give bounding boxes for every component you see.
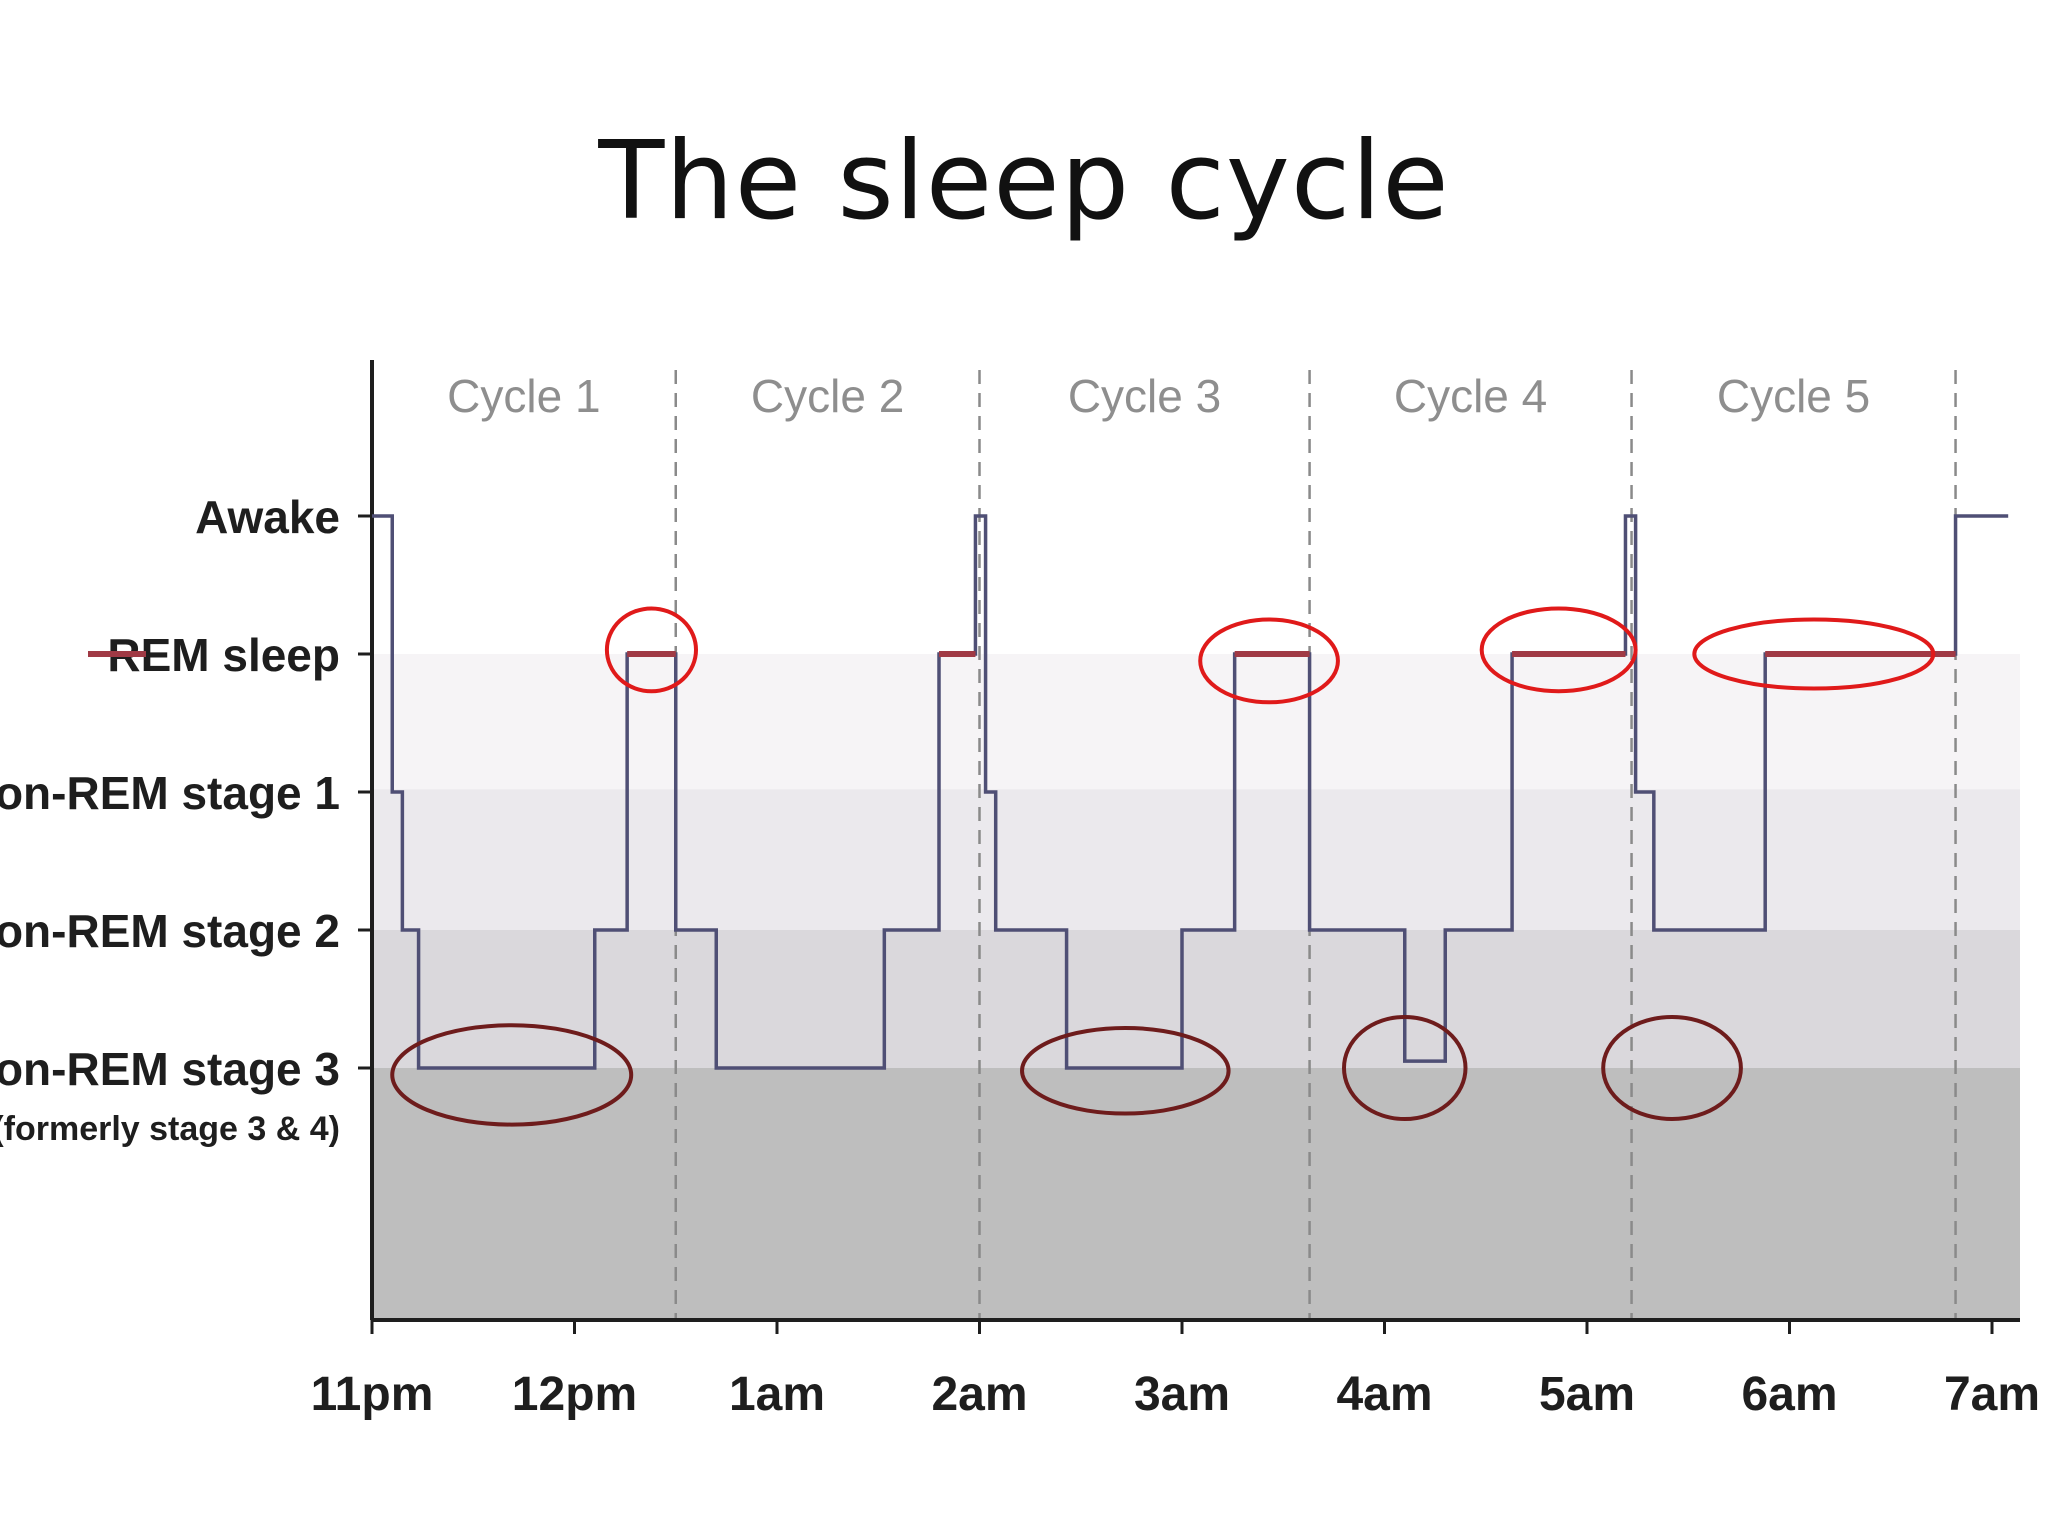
axes xyxy=(370,360,2020,1322)
x-tick-label: 3am xyxy=(1134,1368,1230,1421)
annotation-ellipse xyxy=(1692,617,1936,691)
annotation-ellipse xyxy=(1342,1014,1468,1122)
y-level-label: REM sleep xyxy=(107,629,340,681)
x-axis-ticks: 11pm 12pm 1am 2am 3am 4am 5am 6am 7am xyxy=(311,1320,2040,1421)
band-n3 xyxy=(372,1068,2020,1320)
cycle-label: Cycle 4 xyxy=(1394,370,1547,422)
cycle-label: Cycle 5 xyxy=(1717,370,1870,422)
cycle-label: Cycle 2 xyxy=(751,370,904,422)
band-n2 xyxy=(372,930,2020,1068)
cycle-dividers xyxy=(674,370,1957,1320)
band-rem xyxy=(372,654,2020,790)
y-level-sublabel: (formerly stage 3 & 4) xyxy=(0,1110,340,1148)
x-tick-label: 12pm xyxy=(512,1368,637,1421)
annotation-ellipse xyxy=(1198,617,1340,705)
x-tick-label: 1am xyxy=(729,1368,825,1421)
cycle-labels: Cycle 1 Cycle 2 Cycle 3 Cycle 4 Cycle 5 xyxy=(447,370,1870,422)
slide-title: The sleep cycle xyxy=(598,119,1450,244)
y-level-label: Non-REM stage 3 xyxy=(0,1043,340,1095)
annotations xyxy=(390,606,1936,1127)
x-tick-label: 11pm xyxy=(311,1368,434,1421)
x-tick-label: 4am xyxy=(1336,1368,1432,1421)
annotation-ellipse xyxy=(390,1023,634,1127)
hypnogram xyxy=(372,514,2009,1070)
x-tick-label: 6am xyxy=(1741,1368,1837,1421)
y-level-label: Awake xyxy=(195,491,340,543)
y-axis-labels: Awake REM sleep Non-REM stage 1 Non-REM sta… xyxy=(0,491,372,1148)
cycle-label: Cycle 1 xyxy=(447,370,600,422)
annotation-ellipse xyxy=(1479,606,1638,694)
stage-bands xyxy=(372,654,2020,1320)
annotation-ellipse xyxy=(1020,1025,1231,1116)
cycle-label: Cycle 3 xyxy=(1068,370,1221,422)
band-n1 xyxy=(372,789,2020,930)
y-level-label: Non-REM stage 1 xyxy=(0,767,340,819)
annotation-ellipse xyxy=(604,606,699,694)
annotation-ellipse xyxy=(1601,1014,1743,1122)
x-tick-label: 5am xyxy=(1539,1368,1635,1421)
hypnogram-line xyxy=(372,514,2009,1070)
x-tick-label: 7am xyxy=(1944,1368,2040,1421)
x-tick-label: 2am xyxy=(931,1368,1027,1421)
y-level-label: Non-REM stage 2 xyxy=(0,905,340,957)
